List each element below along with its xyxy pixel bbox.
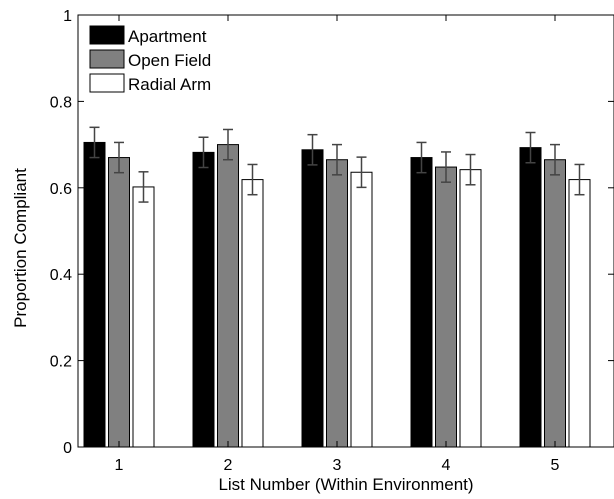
y-tick-label: 0.4 [50, 267, 72, 284]
bar-apartment-4 [410, 157, 433, 448]
legend-item-apartment: Apartment [89, 25, 207, 46]
legend-item-radial-arm: Radial Arm [89, 73, 211, 94]
error-bar-apartment-5 [525, 131, 536, 164]
legend-swatch [89, 73, 125, 93]
error-bar-apartment-1 [89, 126, 100, 159]
x-tick-label: 5 [551, 457, 560, 474]
error-bar-open-field-3 [332, 143, 342, 176]
bar-apartment-1 [83, 141, 106, 448]
error-bar-apartment-3 [307, 133, 318, 166]
error-bar-open-field-1 [114, 141, 124, 174]
error-bar-open-field-2 [223, 128, 233, 161]
error-bars-group [89, 126, 585, 203]
bar-open-field-1 [108, 157, 130, 448]
legend-label: Open Field [128, 51, 211, 70]
legend-swatch [89, 49, 125, 69]
error-bar-radial-arm-3 [356, 156, 367, 189]
bar-open-field-3 [326, 159, 348, 448]
error-bar-radial-arm-4 [465, 153, 476, 186]
axes-frame [77, 14, 614, 448]
axes-group: 0 0.2 0.4 0.6 0.8 1 1 2 3 4 5 [50, 8, 614, 474]
error-bar-radial-arm-5 [574, 163, 585, 196]
bar-radial-arm-4 [459, 169, 482, 448]
x-tick-label: 2 [224, 457, 233, 474]
bar-open-field-5 [544, 159, 566, 448]
bar-apartment-5 [519, 147, 542, 448]
x-axis-label: List Number (Within Environment) [218, 475, 473, 494]
bar-radial-arm-2 [241, 179, 264, 448]
bar-apartment-3 [301, 149, 324, 448]
error-bar-apartment-4 [416, 141, 427, 174]
bar-apartment-2 [192, 151, 215, 448]
y-tick-label: 1 [63, 8, 72, 25]
y-tick-label: 0.2 [50, 354, 72, 371]
x-tick-label: 3 [333, 457, 342, 474]
bar-open-field-4 [435, 166, 457, 448]
y-tick-label: 0.8 [50, 94, 72, 111]
error-bar-open-field-5 [550, 143, 560, 176]
error-bar-radial-arm-2 [247, 163, 258, 196]
bars-group [83, 141, 591, 448]
y-tick-label: 0.6 [50, 181, 72, 198]
error-bar-radial-arm-1 [138, 171, 149, 203]
legend-label: Radial Arm [128, 75, 211, 94]
x-tick-label: 4 [442, 457, 451, 474]
legend-item-open-field: Open Field [89, 49, 211, 70]
y-tick-label: 0 [63, 440, 72, 457]
legend-swatch [89, 25, 125, 45]
legend: Apartment Open Field Radial Arm [89, 25, 211, 94]
bar-radial-arm-3 [350, 171, 373, 448]
error-bar-open-field-4 [441, 151, 451, 183]
bar-radial-arm-1 [132, 186, 155, 448]
y-axis-label: Proportion Compliant [11, 168, 30, 328]
bar-open-field-2 [217, 144, 239, 448]
bar-radial-arm-5 [568, 179, 591, 448]
error-bar-apartment-2 [198, 136, 209, 169]
legend-label: Apartment [128, 27, 207, 46]
x-tick-label: 1 [115, 457, 124, 474]
